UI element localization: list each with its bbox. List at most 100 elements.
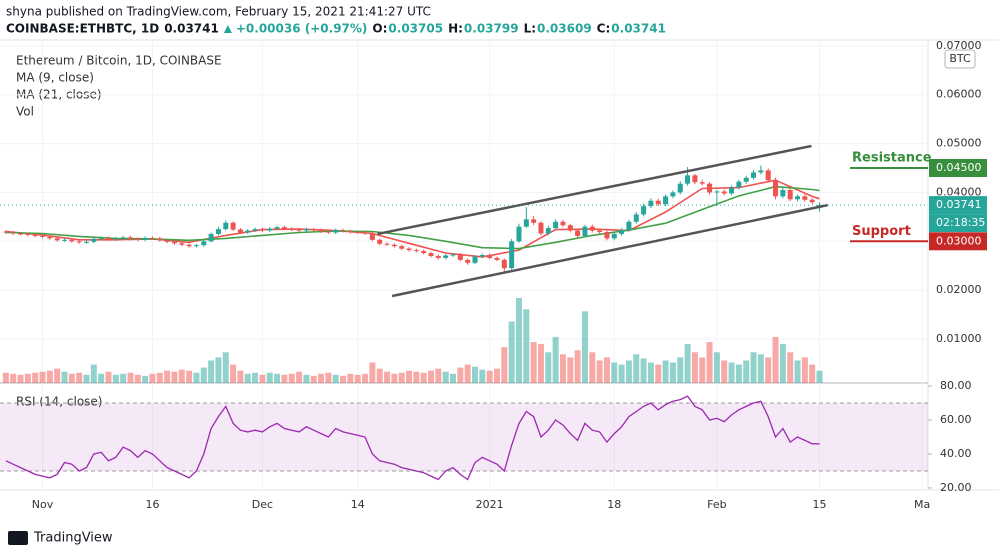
volume-bar <box>17 374 24 383</box>
volume-bar <box>310 375 317 383</box>
candle-body <box>443 255 449 258</box>
volume-bar <box>46 370 53 383</box>
currency-box[interactable] <box>944 49 976 69</box>
candle-body <box>494 257 500 260</box>
volume-bar <box>281 374 288 383</box>
volume-bar <box>237 370 244 383</box>
footer-logo: TradingView <box>8 531 113 546</box>
candle-body <box>626 221 632 231</box>
volume-bar <box>699 357 706 383</box>
x-tick-label: 18 <box>607 498 621 511</box>
volume-bar <box>178 369 185 383</box>
volume-bar <box>384 371 391 383</box>
volume-bar <box>142 375 149 383</box>
volume-bar <box>464 364 471 383</box>
volume-bar <box>787 352 794 383</box>
volume-bar <box>222 352 229 383</box>
x-tick-label: 14 <box>351 498 365 511</box>
candle-body <box>62 239 68 241</box>
volume-bar <box>68 373 75 383</box>
candle-body <box>208 233 214 242</box>
volume-bar <box>369 362 376 383</box>
level-label: 0.04500 <box>936 161 982 174</box>
candle-body <box>355 232 361 234</box>
volume-bar <box>523 309 530 383</box>
trend-line <box>377 144 812 236</box>
candle-body <box>809 199 815 203</box>
candle-body <box>780 190 786 197</box>
rsi-tick-label: 60.00 <box>940 413 972 426</box>
volume-bar <box>413 371 420 383</box>
header-text: 0.03741 <box>611 22 666 36</box>
volume-bar <box>493 368 500 383</box>
volume-bar <box>208 360 215 383</box>
candle-body <box>333 230 339 233</box>
volume-bar <box>435 368 442 383</box>
volume-bar <box>442 371 449 383</box>
candle-body <box>83 241 89 243</box>
candle-body <box>245 230 251 233</box>
volume-bar <box>713 352 720 383</box>
volume-bar <box>76 372 83 383</box>
candle-body <box>164 240 170 242</box>
volume-bar <box>296 371 303 383</box>
volume-bar <box>274 373 281 383</box>
candle-body <box>391 244 397 247</box>
volume-bar <box>706 342 713 383</box>
volume-bar <box>347 373 354 383</box>
volume-bar <box>750 352 757 383</box>
y-tick-label: 0.05000 <box>936 137 982 150</box>
x-tick-label: Nov <box>32 498 54 511</box>
candle-body <box>736 181 742 188</box>
volume-bar <box>765 357 772 383</box>
volume-bar <box>662 360 669 383</box>
candle-body <box>773 180 779 197</box>
volume-bar <box>574 350 581 383</box>
candle-body <box>98 237 104 239</box>
symbol-line: COINBASE:ETHBTC, 1D 0.03741 +0.00036 (+0.9… <box>6 22 666 36</box>
candle-body <box>560 221 566 226</box>
volume-bar <box>2 372 9 383</box>
volume-bar <box>303 374 310 383</box>
candle-body <box>399 246 405 249</box>
header-text: C: <box>597 22 611 36</box>
candle-body <box>472 256 478 263</box>
candle-body <box>589 226 595 231</box>
volume-bar <box>501 347 508 383</box>
candle-body <box>545 228 551 234</box>
byline: shyna published on TradingView.com, Febr… <box>6 5 431 19</box>
volume-bar <box>164 370 171 383</box>
level-box <box>929 159 987 178</box>
candle-body <box>604 232 610 239</box>
candle-body <box>597 230 603 233</box>
candle-body <box>171 241 177 244</box>
candle-body <box>237 229 243 233</box>
candle-body <box>633 214 639 222</box>
header-text: L: <box>524 22 536 36</box>
volume-bar <box>515 298 522 383</box>
volume-bar <box>655 364 662 383</box>
header-text: +0.00036 (+0.97%) <box>236 22 368 36</box>
countdown-box <box>929 214 987 233</box>
volume-bar <box>186 370 193 383</box>
candle-body <box>223 222 229 230</box>
candle-body <box>377 239 383 244</box>
candle-body <box>157 238 163 241</box>
level-box <box>929 232 987 251</box>
candle-body <box>362 232 368 234</box>
candle-body <box>413 250 419 252</box>
candle-body <box>641 206 647 215</box>
volume-bar <box>32 372 39 383</box>
volume-bar <box>545 352 552 383</box>
volume-bar <box>105 371 112 383</box>
candle-body <box>699 182 705 184</box>
volume-bar <box>134 374 141 383</box>
volume-bar <box>259 374 266 383</box>
last-price-box <box>929 196 987 215</box>
x-tick-label: Ma <box>914 498 930 511</box>
header-text: COINBASE:ETHBTC, 1D <box>6 22 159 36</box>
legend-item: Vol <box>16 105 34 119</box>
volume-bar <box>391 373 398 383</box>
candle-body <box>765 170 771 181</box>
